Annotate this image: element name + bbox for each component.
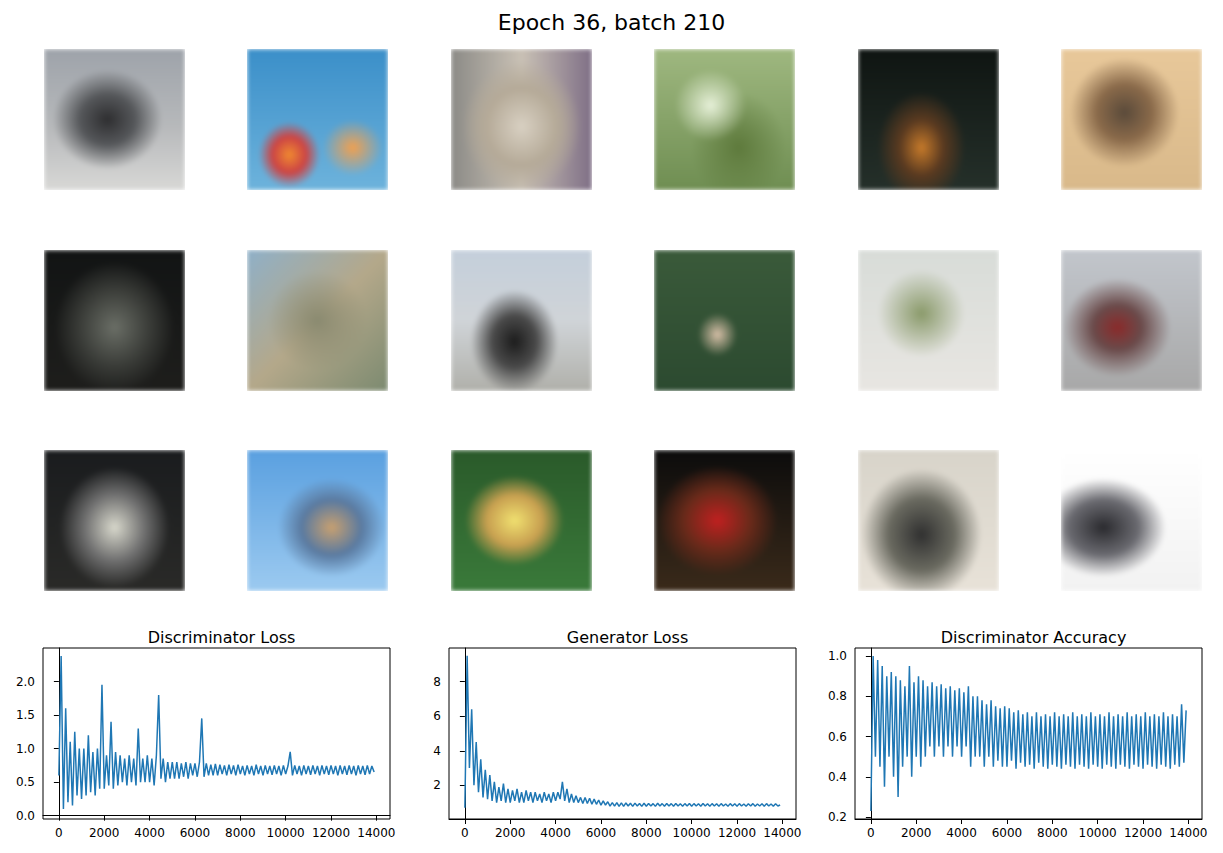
svg-text:14000: 14000: [357, 826, 395, 840]
svg-text:8000: 8000: [631, 826, 662, 840]
svg-text:4000: 4000: [946, 826, 977, 840]
svg-text:2.0: 2.0: [16, 675, 35, 689]
svg-text:1.0: 1.0: [16, 742, 35, 756]
svg-text:12000: 12000: [718, 826, 756, 840]
svg-text:2: 2: [433, 778, 441, 792]
svg-text:6000: 6000: [992, 826, 1023, 840]
svg-text:4: 4: [433, 744, 441, 758]
svg-text:0: 0: [461, 826, 469, 840]
svg-text:0.8: 0.8: [828, 689, 847, 703]
svg-text:2000: 2000: [901, 826, 932, 840]
svg-text:0.5: 0.5: [16, 775, 35, 789]
svg-text:14000: 14000: [763, 826, 801, 840]
svg-text:8: 8: [433, 675, 441, 689]
svg-text:6000: 6000: [586, 826, 617, 840]
svg-text:6000: 6000: [180, 826, 211, 840]
svg-text:Generator Loss: Generator Loss: [567, 628, 688, 647]
svg-text:6: 6: [433, 709, 441, 723]
svg-text:10000: 10000: [673, 826, 711, 840]
svg-text:2000: 2000: [495, 826, 526, 840]
svg-text:12000: 12000: [1124, 826, 1162, 840]
svg-text:12000: 12000: [312, 826, 350, 840]
svg-text:0.0: 0.0: [16, 809, 35, 823]
svg-text:Discriminator Accuracy: Discriminator Accuracy: [941, 628, 1127, 647]
svg-text:10000: 10000: [267, 826, 305, 840]
svg-text:8000: 8000: [1037, 826, 1068, 840]
svg-text:0: 0: [55, 826, 63, 840]
svg-text:Epoch 36, batch 210: Epoch 36, batch 210: [498, 10, 725, 35]
svg-text:0.4: 0.4: [828, 770, 847, 784]
svg-text:4000: 4000: [134, 826, 165, 840]
svg-text:2000: 2000: [89, 826, 120, 840]
svg-text:10000: 10000: [1079, 826, 1117, 840]
svg-text:1.5: 1.5: [16, 708, 35, 722]
svg-text:8000: 8000: [225, 826, 256, 840]
svg-text:4000: 4000: [540, 826, 571, 840]
svg-text:0: 0: [867, 826, 875, 840]
svg-text:14000: 14000: [1169, 826, 1207, 840]
svg-text:Discriminator Loss: Discriminator Loss: [148, 628, 296, 647]
svg-text:0.6: 0.6: [828, 730, 847, 744]
svg-text:1.0: 1.0: [828, 649, 847, 663]
svg-text:0.2: 0.2: [828, 810, 847, 824]
